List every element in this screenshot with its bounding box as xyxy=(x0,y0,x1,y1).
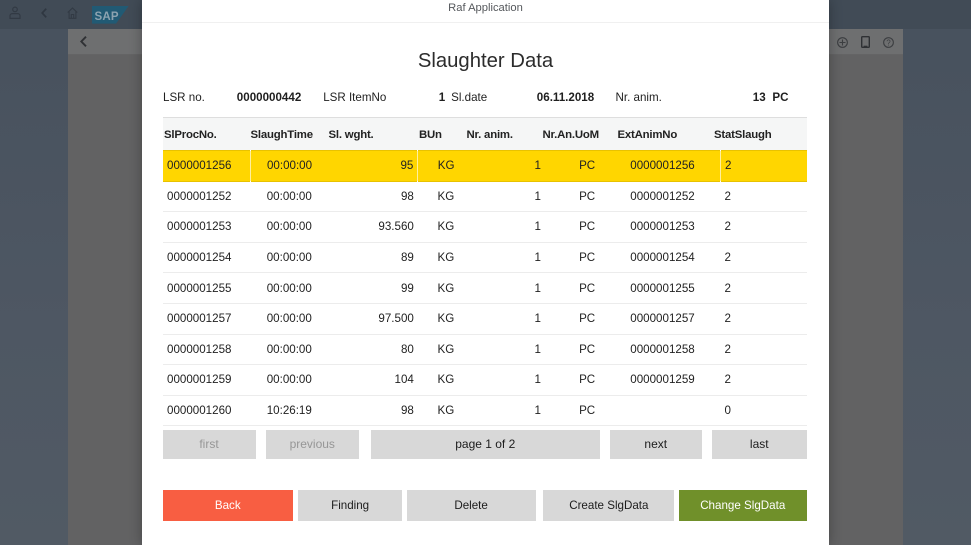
svg-text:?: ? xyxy=(886,38,891,47)
svg-text:SAP: SAP xyxy=(95,11,119,23)
